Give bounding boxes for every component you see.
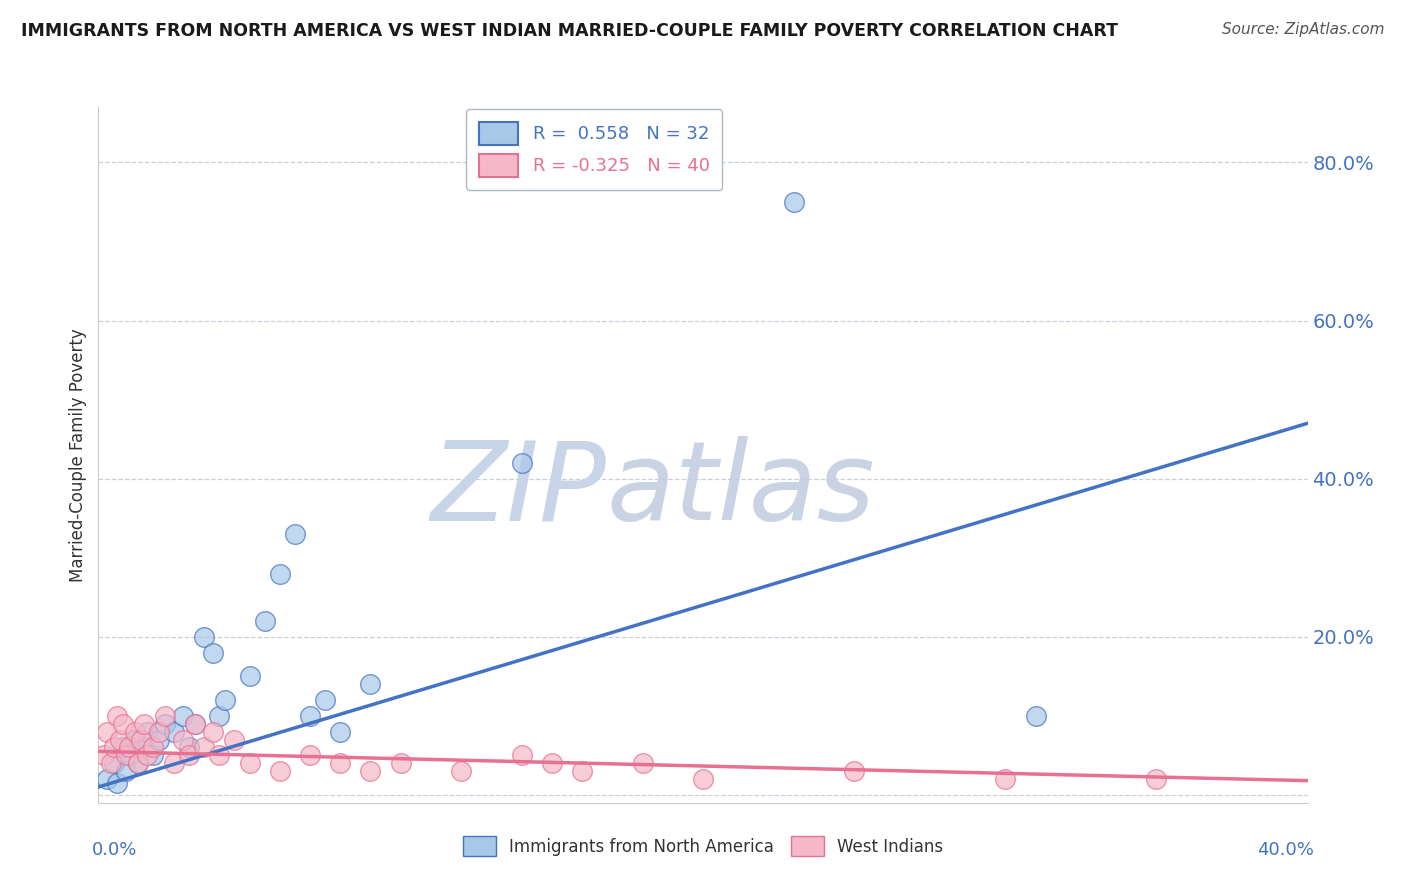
Point [844, 764, 866, 779]
Point [135, 748, 157, 763]
Point [142, 748, 165, 763]
Point [103, 740, 125, 755]
Point [239, 756, 262, 771]
Legend: R =  0.558   N = 32, R = -0.325   N = 40: R = 0.558 N = 32, R = -0.325 N = 40 [465, 109, 723, 190]
Point [129, 732, 152, 747]
Point [179, 740, 201, 755]
Text: IMMIGRANTS FROM NORTH AMERICA VS WEST INDIAN MARRIED-COUPLE FAMILY POVERTY CORRE: IMMIGRANTS FROM NORTH AMERICA VS WEST IN… [21, 22, 1118, 40]
Point [269, 566, 291, 581]
Point [148, 732, 170, 747]
Point [329, 724, 352, 739]
Point [93, 748, 115, 763]
Y-axis label: Married-Couple Family Poverty: Married-Couple Family Poverty [69, 328, 87, 582]
Point [96, 724, 118, 739]
Point [239, 669, 262, 683]
Point [114, 764, 136, 779]
Point [329, 756, 352, 771]
Point [103, 756, 125, 771]
Point [172, 732, 194, 747]
Point [631, 756, 654, 771]
Point [214, 693, 236, 707]
Point [360, 764, 382, 779]
Point [163, 724, 186, 739]
Point [510, 748, 533, 763]
Point [284, 527, 307, 541]
Point [108, 732, 131, 747]
Point [132, 740, 155, 755]
Point [540, 756, 562, 771]
Point [184, 716, 207, 731]
Point [692, 772, 714, 786]
Point [184, 716, 207, 731]
Text: ZIP: ZIP [430, 436, 606, 543]
Point [314, 693, 336, 707]
Point [118, 740, 141, 755]
Text: atlas: atlas [606, 436, 875, 543]
Point [114, 748, 136, 763]
Point [111, 716, 134, 731]
Point [253, 614, 276, 628]
Point [269, 764, 291, 779]
Point [450, 764, 472, 779]
Point [135, 724, 157, 739]
Point [299, 708, 322, 723]
Point [208, 748, 231, 763]
Point [105, 708, 128, 723]
Point [153, 708, 176, 723]
Point [96, 772, 118, 786]
Point [111, 740, 134, 755]
Point [118, 748, 141, 763]
Point [389, 756, 412, 771]
Point [100, 756, 122, 771]
Point [124, 732, 146, 747]
Point [994, 772, 1017, 786]
Point [105, 776, 128, 790]
Point [142, 740, 165, 755]
Point [153, 716, 176, 731]
Point [571, 764, 593, 779]
Point [163, 756, 186, 771]
Point [783, 194, 806, 209]
Text: Source: ZipAtlas.com: Source: ZipAtlas.com [1222, 22, 1385, 37]
Point [1144, 772, 1167, 786]
Point [148, 724, 170, 739]
Point [224, 732, 246, 747]
Point [132, 716, 155, 731]
Point [202, 646, 225, 660]
Point [127, 756, 149, 771]
Text: 40.0%: 40.0% [1257, 841, 1313, 859]
Point [193, 630, 215, 644]
Point [510, 456, 533, 470]
Point [1024, 708, 1046, 723]
Point [179, 748, 201, 763]
Point [360, 677, 382, 691]
Point [127, 756, 149, 771]
Point [299, 748, 322, 763]
Point [193, 740, 215, 755]
Point [172, 708, 194, 723]
Text: 0.0%: 0.0% [93, 841, 138, 859]
Point [208, 708, 231, 723]
Point [124, 724, 146, 739]
Point [202, 724, 225, 739]
